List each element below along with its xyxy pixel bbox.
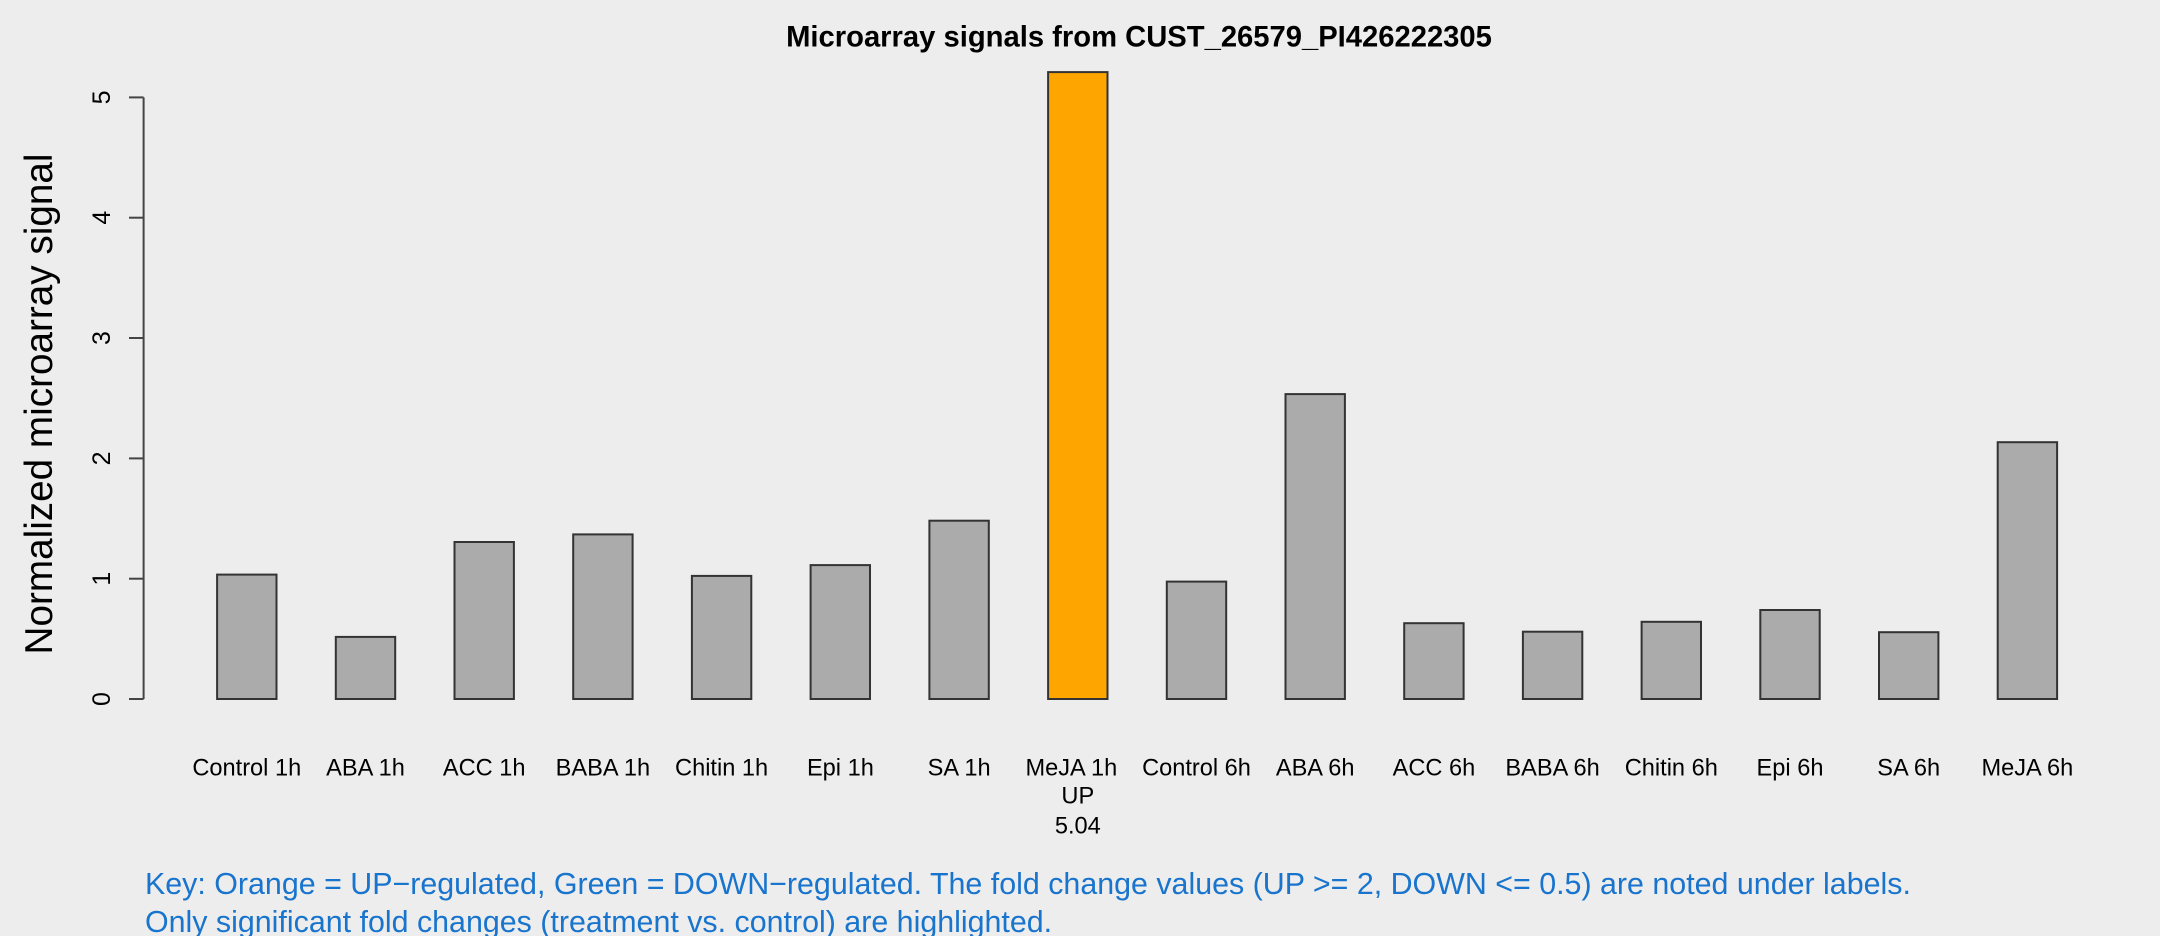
svg-text:1: 1: [88, 572, 116, 586]
svg-text:Chitin 6h: Chitin 6h: [1625, 756, 1718, 782]
svg-text:Only significant fold changes: Only significant fold changes (treatment…: [145, 905, 1052, 936]
svg-text:SA 1h: SA 1h: [928, 756, 991, 782]
svg-text:Control 1h: Control 1h: [192, 756, 301, 782]
svg-text:SA 6h: SA 6h: [1877, 756, 1940, 782]
svg-text:MeJA 1h: MeJA 1h: [1025, 756, 1117, 782]
svg-text:Microarray signals from CUST_2: Microarray signals from CUST_26579_PI426…: [786, 22, 1492, 54]
svg-text:Normalized microarray signal: Normalized microarray signal: [18, 154, 61, 655]
svg-text:5: 5: [88, 90, 116, 104]
svg-text:ACC 6h: ACC 6h: [1393, 756, 1476, 782]
svg-text:Epi 1h: Epi 1h: [807, 756, 874, 782]
svg-text:ABA 6h: ABA 6h: [1276, 756, 1355, 782]
svg-text:Control 6h: Control 6h: [1142, 756, 1251, 782]
svg-text:UP: UP: [1061, 784, 1094, 810]
svg-text:MeJA 6h: MeJA 6h: [1981, 756, 2073, 782]
svg-text:Chitin 1h: Chitin 1h: [675, 756, 768, 782]
svg-text:Epi 6h: Epi 6h: [1757, 756, 1824, 782]
svg-text:Key: Orange = UP−regulated, Gr: Key: Orange = UP−regulated, Green = DOWN…: [145, 867, 1911, 901]
svg-text:5.04: 5.04: [1055, 814, 1101, 840]
svg-text:ACC 1h: ACC 1h: [443, 756, 526, 782]
svg-text:BABA 6h: BABA 6h: [1505, 756, 1599, 782]
svg-text:2: 2: [88, 451, 116, 465]
svg-text:4: 4: [88, 211, 116, 225]
svg-text:0: 0: [88, 692, 116, 706]
svg-text:3: 3: [88, 331, 116, 345]
svg-text:BABA 1h: BABA 1h: [556, 756, 650, 782]
svg-text:ABA 1h: ABA 1h: [326, 756, 405, 782]
